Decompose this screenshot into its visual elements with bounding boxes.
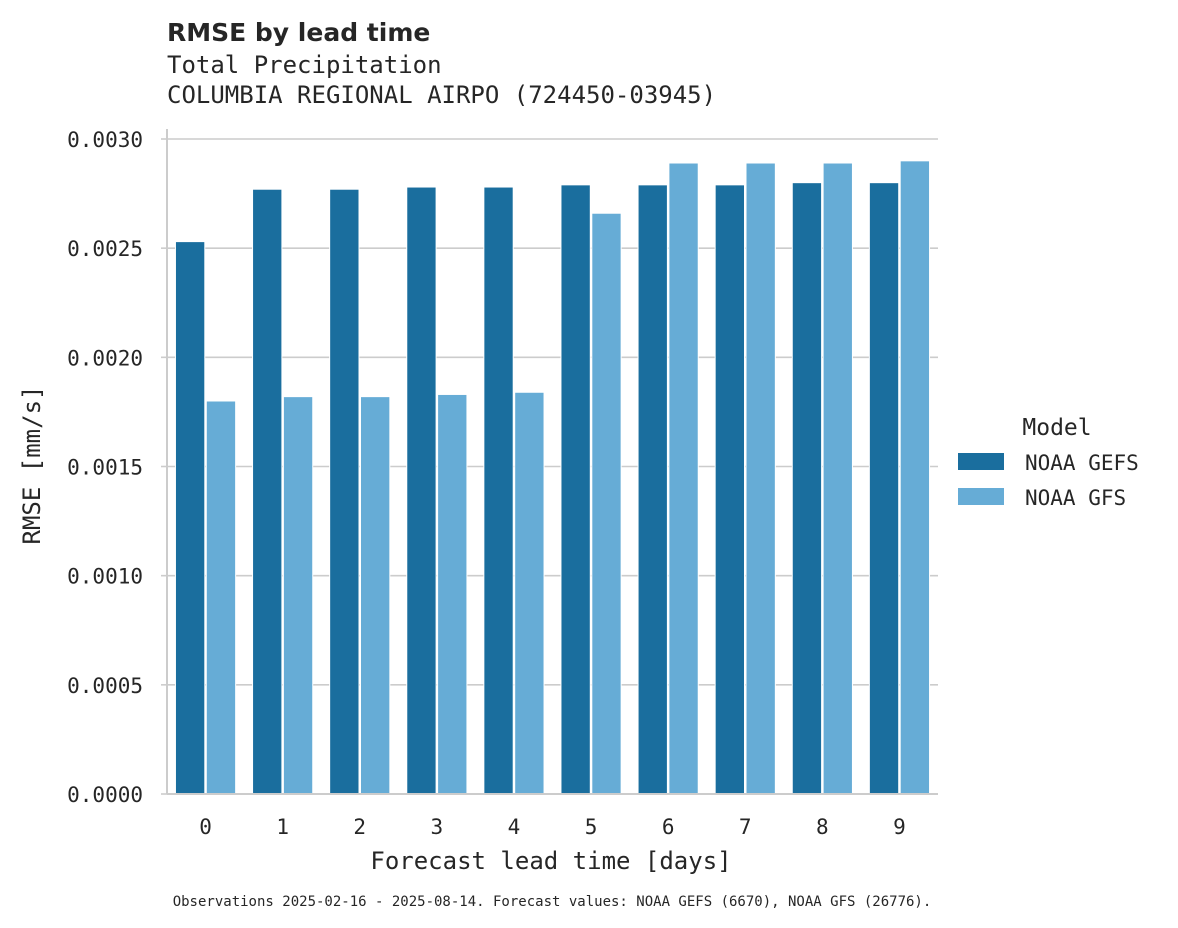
bar: [791, 182, 823, 795]
bar: [252, 188, 283, 795]
y-tick-label: 0.0025: [67, 237, 143, 261]
x-tick-label: 9: [893, 815, 906, 839]
x-tick-label: 1: [276, 815, 289, 839]
x-axis-label: Forecast lead time [days]: [370, 847, 731, 875]
legend-swatch: [958, 453, 1004, 470]
bar: [868, 182, 900, 795]
bar: [591, 212, 622, 795]
bar: [437, 393, 468, 795]
bar: [514, 391, 545, 795]
bar: [637, 184, 668, 795]
bar: [714, 184, 745, 795]
x-tick-label: 7: [739, 815, 752, 839]
footnote: Observations 2025-02-16 - 2025-08-14. Fo…: [173, 894, 932, 910]
x-tick-label: 2: [353, 815, 366, 839]
x-tick-labels: 0 1 2 3 4 5 6 7 8 9: [199, 815, 906, 839]
y-tick-label: 0.0010: [67, 565, 143, 589]
bar: [360, 396, 391, 795]
bar: [174, 241, 206, 795]
y-axis-label: RMSE [mm/s]: [18, 386, 46, 545]
axes: [166, 129, 938, 795]
bar: [560, 184, 591, 795]
chart-subtitle-station: COLUMBIA REGIONAL AIRPO (724450-03945): [167, 81, 716, 109]
bars: [174, 160, 931, 795]
bar: [899, 160, 931, 795]
y-tick-labels: 0.0000 0.0005 0.0010 0.0015 0.0020 0.0025 0.00…: [67, 128, 143, 807]
legend-swatch: [958, 488, 1004, 505]
y-tick-label: 0.0020: [67, 346, 143, 370]
x-tick-label: 0: [199, 815, 212, 839]
bar: [483, 186, 514, 795]
x-tick-label: 4: [508, 815, 521, 839]
legend-title: Model: [1022, 415, 1091, 441]
legend-label: NOAA GEFS: [1025, 451, 1139, 475]
x-tick-label: 6: [662, 815, 675, 839]
bar: [822, 162, 853, 795]
bar: [745, 162, 776, 795]
bar: [668, 162, 699, 795]
chart-subtitle-variable: Total Precipitation: [167, 51, 442, 79]
y-tick-label: 0.0005: [67, 674, 143, 698]
legend: Model NOAA GEFS NOAA GFS: [958, 415, 1139, 510]
bar: [329, 188, 360, 795]
y-tick-label: 0.0000: [67, 783, 143, 807]
bar: [205, 400, 237, 795]
y-tick-label: 0.0030: [67, 128, 143, 152]
x-tick-label: 3: [431, 815, 444, 839]
chart-title: RMSE by lead time: [167, 18, 430, 47]
y-tick-label: 0.0015: [67, 456, 143, 480]
x-tick-label: 8: [816, 815, 829, 839]
bar: [406, 186, 437, 795]
legend-label: NOAA GFS: [1025, 486, 1126, 510]
bar: [282, 396, 314, 795]
x-tick-label: 5: [585, 815, 598, 839]
